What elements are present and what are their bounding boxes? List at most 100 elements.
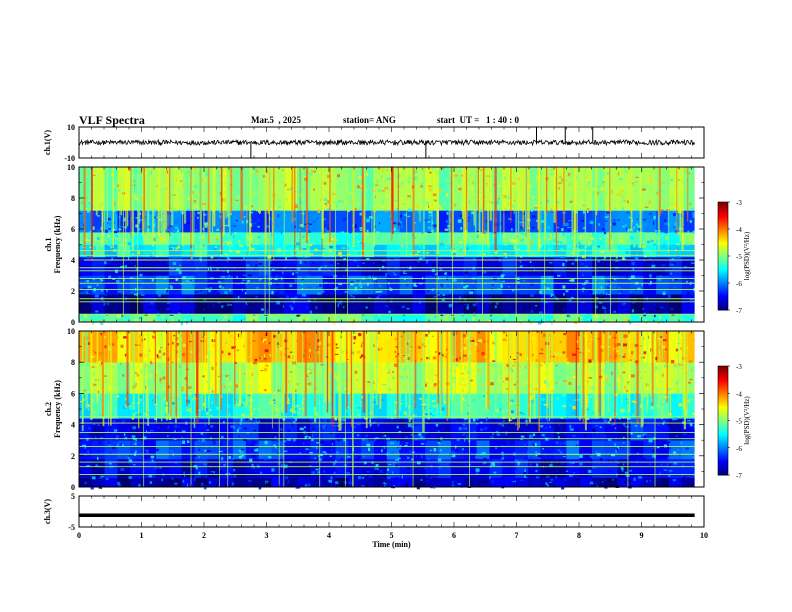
spectral-texture [167,226,171,230]
spectral-texture [396,196,398,200]
spectral-texture [399,174,404,177]
spectral-band [476,314,491,323]
spectral-texture [204,224,208,228]
spectral-texture [446,242,448,246]
spectral-texture [381,265,385,269]
spectral-texture [364,462,367,464]
spectral-texture [332,193,337,195]
spectral-texture [167,420,170,423]
spectral-texture [615,484,620,488]
colorbar-cell [718,272,728,275]
sferic-burst [538,167,540,251]
spectral-texture [428,408,433,412]
spectral-texture [553,295,557,299]
spectral-texture [623,481,626,484]
spectral-texture [687,420,691,422]
spectral-texture [602,181,605,183]
spectral-texture [207,295,209,297]
spectral-texture [446,169,449,172]
spectral-texture [580,319,583,323]
spectral-texture [153,178,157,183]
spectral-texture [618,275,621,279]
spectral-texture [599,237,602,241]
spectral-texture [221,276,225,278]
spectral-texture [413,400,416,403]
sferic-burst [545,167,548,215]
spectral-texture [310,295,314,298]
spectral-texture [648,212,653,215]
spectral-texture [606,211,610,214]
spectral-texture [578,444,582,447]
spectral-texture [470,186,474,190]
spectral-texture [566,283,568,287]
spectral-texture [306,306,308,309]
spectral-texture [402,314,406,316]
spectral-texture [250,171,254,174]
spectral-texture [575,427,578,432]
spectral-texture [545,475,550,478]
spectral-texture [194,393,198,396]
spectral-texture [558,191,561,196]
sferic-burst [291,167,294,223]
spectral-texture [138,206,143,209]
sferic-burst [143,167,146,230]
spectral-texture [558,436,560,440]
spectral-texture [478,339,482,343]
spectral-texture [203,299,207,301]
spectral-texture [598,223,600,227]
spectral-texture [114,246,117,249]
spectral-texture [565,470,569,472]
spectral-texture [243,372,246,375]
spectral-texture [205,287,209,290]
spectral-texture [428,215,430,219]
spectral-texture [641,433,645,436]
spectral-texture [139,349,144,353]
spectral-texture [241,301,243,306]
spectral-texture [295,429,299,432]
spectral-texture [156,234,159,238]
spectral-band [502,210,516,233]
spectral-texture [207,267,210,271]
spectral-texture [308,413,311,417]
spectral-texture [312,446,315,449]
spectral-texture [612,423,615,425]
spectral-texture [528,184,533,188]
spectral-texture [191,256,193,259]
spectral-texture [187,471,190,475]
spectral-band [399,458,414,478]
spectral-texture [444,355,448,358]
spectral-texture [579,319,582,323]
spectral-texture [161,478,164,482]
spectral-texture [398,185,401,187]
spectral-texture [174,319,177,323]
spectral-texture [400,445,402,447]
spectral-texture [345,429,350,432]
spectral-texture [529,463,532,466]
spectral-texture [387,275,391,277]
spectral-texture [174,220,179,224]
spectral-texture [375,184,379,186]
spectral-texture [506,363,510,368]
spectral-texture [205,335,209,338]
spectral-texture [295,191,298,193]
sferic-burst [510,167,512,223]
spectral-texture [175,277,178,281]
sferic-burst [482,167,485,234]
spectral-texture [414,253,419,256]
spectral-band [104,167,119,211]
spectral-texture [220,370,225,373]
spectral-texture [178,358,181,361]
spectral-texture [226,242,229,246]
spectral-texture [634,343,639,348]
spectral-texture [508,196,510,199]
spectral-texture [367,239,371,241]
spectral-texture [297,246,302,249]
spectral-texture [618,311,622,314]
spectral-texture [543,360,546,364]
spectral-band [399,294,414,315]
spectral-texture [598,309,602,312]
spectral-texture [248,289,251,292]
spectral-band [668,167,683,211]
spectral-texture [216,268,219,271]
spectral-texture [417,259,420,263]
